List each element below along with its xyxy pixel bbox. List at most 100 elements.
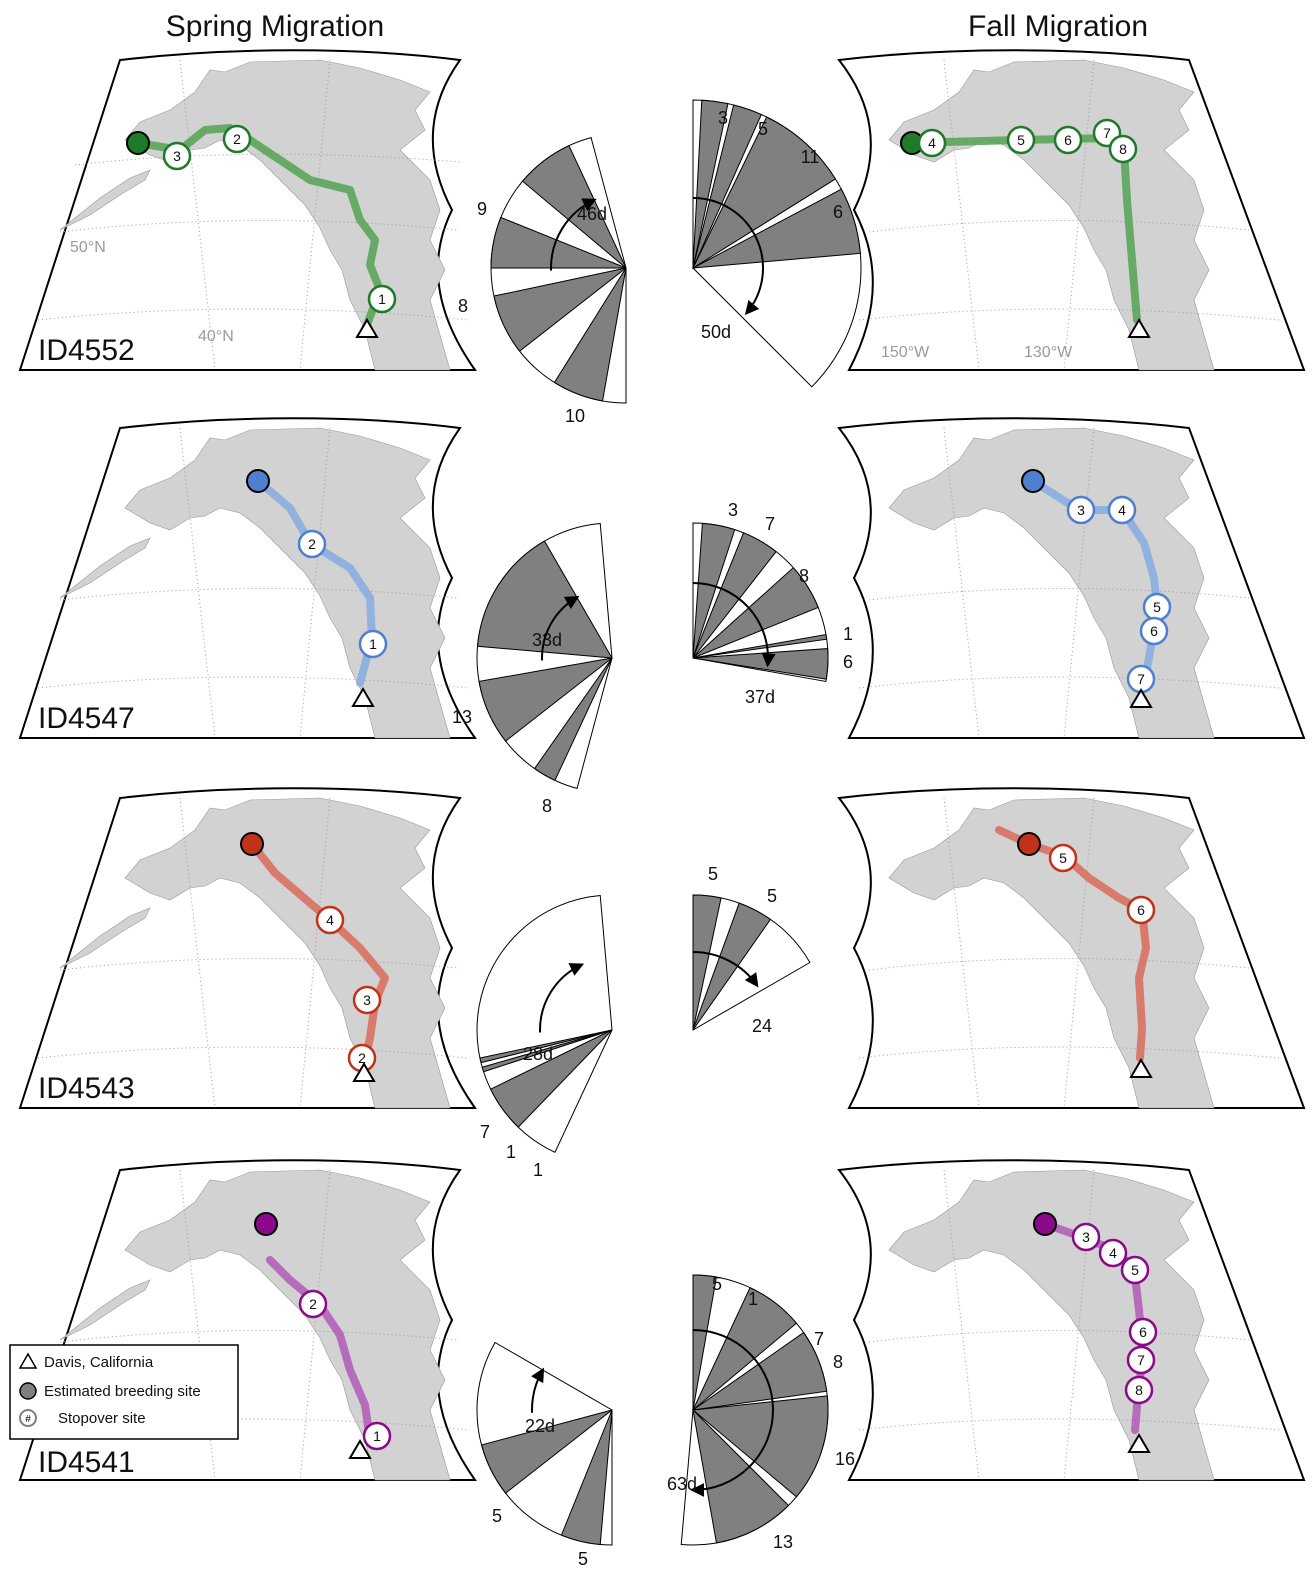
stopover-3: 3	[352, 985, 382, 1015]
svg-text:3: 3	[1077, 502, 1085, 518]
fan-bar-label: 16	[835, 1449, 855, 1469]
svg-text:7: 7	[1137, 671, 1145, 687]
fan-bar	[692, 522, 736, 659]
migration-route	[134, 124, 384, 334]
svg-text:1: 1	[378, 291, 386, 307]
svg-text:3: 3	[173, 148, 181, 164]
davis-marker	[352, 1062, 376, 1082]
svg-text:1: 1	[369, 636, 377, 652]
svg-text:4: 4	[928, 135, 936, 151]
svg-text:6: 6	[1137, 902, 1145, 918]
breeding-site	[1033, 1212, 1057, 1236]
svg-text:7: 7	[1103, 125, 1111, 141]
breeding-site	[240, 832, 264, 856]
fan-total-label: 37d	[745, 687, 775, 707]
stopover-8: 8	[1108, 134, 1138, 164]
fan-bar	[480, 1409, 613, 1494]
svg-text:4: 4	[1109, 1245, 1117, 1261]
fan-bar	[692, 1408, 790, 1544]
fan-bar	[692, 1274, 718, 1411]
svg-text:2: 2	[233, 131, 241, 147]
fan-bar-label: 9	[477, 199, 487, 219]
fan-bar-label: 1	[533, 1160, 543, 1180]
fan-bar	[481, 1029, 613, 1073]
fan-bar-label: 3	[718, 108, 728, 128]
breeding-site	[1017, 832, 1041, 856]
map-fall-ID4543: 5 6	[837, 787, 1306, 1109]
fan-bar-label: 7	[814, 1329, 824, 1349]
stopover-6: 6	[1126, 895, 1156, 925]
fan-total-label: 28d	[523, 1044, 553, 1064]
legend-stopover: Stopover site	[58, 1410, 146, 1427]
legend-breeding: Estimated breeding site	[44, 1383, 201, 1400]
svg-text:8: 8	[1135, 1382, 1143, 1398]
duration-arrow	[692, 582, 776, 668]
duration-arrow	[692, 951, 759, 988]
fan-bar-label: 1	[506, 1142, 516, 1162]
svg-text:3: 3	[1082, 1229, 1090, 1245]
stopover-5: 5	[1006, 125, 1036, 155]
breeding-site	[126, 131, 150, 155]
fan-bar-label: 1	[748, 1289, 758, 1309]
svg-text:5: 5	[1017, 132, 1025, 148]
fan-bar-label: 10	[565, 406, 585, 426]
fan-bar	[692, 99, 729, 269]
fan-bar	[692, 1331, 828, 1411]
fan-bar	[692, 566, 819, 659]
fan-bar-label: 5	[708, 864, 718, 884]
fan-bar-label: 1	[843, 624, 853, 644]
stopover-1: 1	[362, 1421, 392, 1451]
stopover-3: 3	[162, 141, 192, 171]
breeding-site	[246, 469, 270, 493]
svg-text:3: 3	[363, 992, 371, 1008]
legend-stopover-symbol: #	[25, 1414, 31, 1425]
fan-bar-label: 8	[458, 296, 468, 316]
fan-bar-label: 5	[712, 1274, 722, 1294]
fan-bar-label: 7	[480, 1122, 490, 1142]
lat-40-label: 40°N	[198, 328, 234, 345]
duration-arrow	[692, 197, 764, 316]
stopover-8: 8	[1124, 1375, 1154, 1405]
davis-marker	[1127, 1433, 1151, 1453]
stopover-2: 2	[222, 124, 252, 154]
fan-bar	[692, 902, 772, 1031]
breeding-site	[1021, 469, 1045, 493]
fan-bar-label: 8	[799, 566, 809, 586]
lon-130-label: 130°W	[1024, 344, 1073, 361]
fan-bar	[691, 116, 837, 270]
davis-marker	[1129, 688, 1153, 708]
bird-id-label: ID4543	[38, 1072, 135, 1105]
svg-text:6: 6	[1139, 1324, 1147, 1340]
davis-marker	[1129, 1058, 1153, 1078]
stopover-5: 5	[1142, 592, 1172, 622]
map-spring-ID4543: 2 3 4 ID4543	[18, 787, 477, 1109]
lat-50-label: 50°N	[70, 239, 106, 256]
bird-id-label: ID4552	[38, 334, 135, 367]
fan-bar	[692, 648, 829, 680]
fan-5: 24 5 5	[692, 864, 811, 1036]
fan-total-label: 24	[752, 1016, 772, 1036]
stopover-1: 1	[367, 284, 397, 314]
map-fall-ID4547: 3 4 5 6 7	[837, 417, 1306, 739]
fan-bar-label: 6	[843, 652, 853, 672]
map-fall-ID4552: 150°W 130°W 4 5 6 7 8	[837, 49, 1306, 371]
fan-bar-label: 5	[578, 1549, 588, 1569]
circle-filled-icon	[19, 1382, 37, 1400]
map-spring-ID4552: 50°N 40°N 1 2 3 ID4552	[18, 49, 477, 371]
davis-marker	[355, 318, 379, 338]
lon-150-label: 150°W	[881, 344, 930, 361]
bird-id-label: ID4541	[38, 1446, 135, 1479]
fan-3: 37d 3 7 8 1 6	[692, 500, 853, 707]
fall-title: Fall Migration	[968, 10, 1148, 43]
bird-id-label: ID4547	[38, 702, 135, 735]
stopover-4: 4	[917, 128, 947, 158]
fan-0: 46d 9 8 10	[458, 136, 627, 426]
fan-bar-label: 11	[801, 147, 820, 167]
duration-arrow	[690, 1329, 774, 1497]
stopover-7: 7	[1126, 1345, 1156, 1375]
stopover-4: 4	[1107, 495, 1137, 525]
davis-marker	[348, 1439, 372, 1459]
fan-outline	[476, 894, 613, 1154]
fan-bar	[493, 267, 627, 352]
